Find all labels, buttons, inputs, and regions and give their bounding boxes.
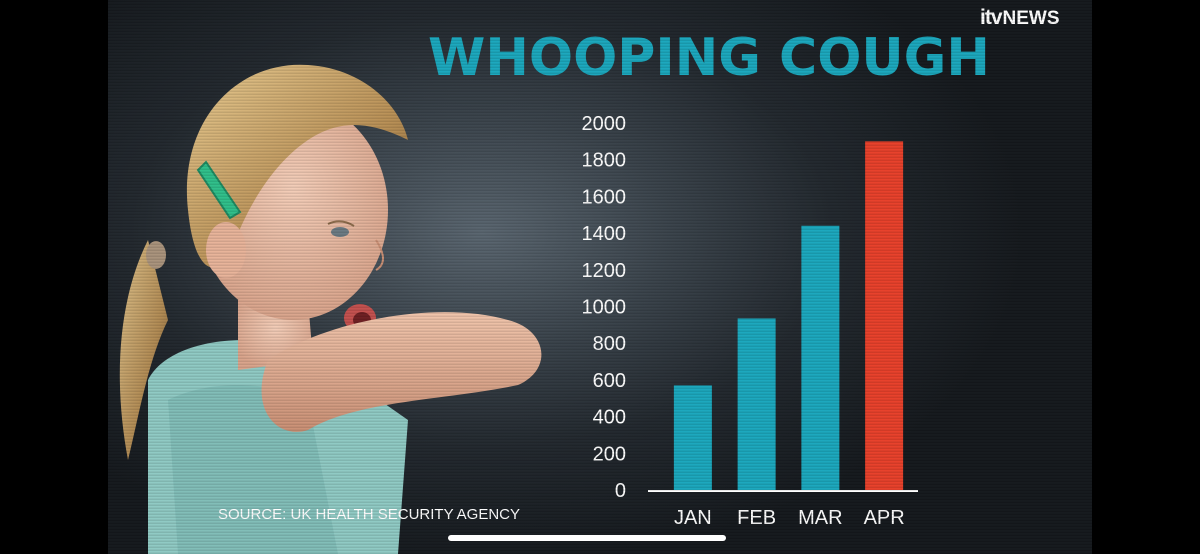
y-tick-label: 600 (593, 370, 626, 392)
y-tick-label: 0 (615, 480, 626, 502)
bar-chart: 0 200 400 600 800 1000 1200 1400 1600 1800 2000 JA… (582, 113, 918, 529)
y-tick-label: 200 (593, 443, 626, 465)
y-tick-label: 1600 (582, 186, 627, 208)
bar-apr (865, 141, 904, 490)
y-tick-label: 400 (593, 407, 626, 429)
y-tick-label: 2000 (582, 113, 627, 135)
x-tick-label: MAR (798, 507, 842, 529)
y-tick-label: 800 (593, 333, 626, 355)
bars-group (673, 141, 904, 490)
child-coughing-photo (119, 64, 542, 554)
x-tick-label: JAN (674, 507, 712, 529)
x-tick-label: FEB (737, 507, 776, 529)
itv-news-logo: itv NEWS (980, 6, 1060, 30)
source-credit: SOURCE: UK HEALTH SECURITY AGENCY (218, 506, 521, 523)
bar-mar (801, 225, 840, 490)
bar-feb (737, 318, 776, 490)
news-logo-text: NEWS (1002, 8, 1060, 29)
x-tick-label: APR (864, 507, 905, 529)
bar-jan (673, 385, 712, 490)
itv-logo-text: itv (980, 6, 1002, 29)
x-axis-ticks: JAN FEB MAR APR (674, 507, 905, 529)
home-indicator[interactable] (448, 535, 726, 541)
chart-title: WHOOPING COUGH (428, 28, 990, 88)
y-axis-ticks: 0 200 400 600 800 1000 1200 1400 1600 1800 2000 (582, 113, 627, 502)
y-tick-label: 1400 (582, 223, 627, 245)
y-tick-label: 1200 (582, 260, 627, 282)
news-graphic-frame: WHOOPING COUGH itv NEWS 0 200 400 600 800 100… (108, 0, 1092, 554)
y-tick-label: 1000 (582, 297, 627, 319)
y-tick-label: 1800 (582, 150, 627, 172)
